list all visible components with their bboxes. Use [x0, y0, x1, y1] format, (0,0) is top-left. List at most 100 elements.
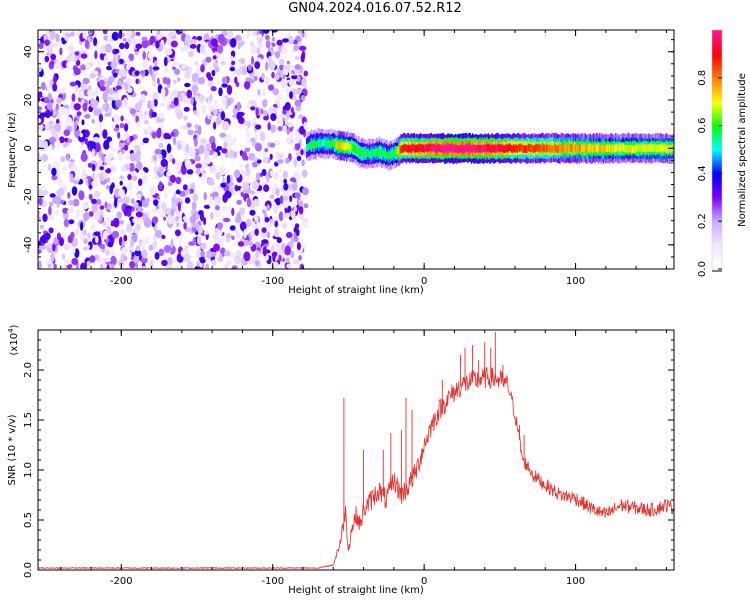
band-cell — [515, 144, 517, 153]
noise-speck — [82, 229, 87, 236]
band-cell — [508, 143, 510, 152]
band-cell — [486, 143, 488, 152]
band-cell — [355, 145, 358, 153]
band-cell — [512, 145, 514, 153]
noise-speck — [122, 37, 127, 42]
band-cell — [325, 140, 327, 148]
band-cell — [581, 143, 583, 152]
band-cell — [469, 143, 471, 152]
noise-speck — [106, 265, 110, 269]
noise-speck — [101, 153, 105, 163]
noise-speck — [258, 185, 262, 191]
noise-speck — [138, 178, 143, 186]
noise-speck — [200, 242, 207, 250]
noise-speck — [176, 110, 183, 120]
noise-speck — [255, 172, 261, 181]
band-cell — [531, 144, 533, 153]
noise-speck — [38, 124, 44, 130]
noise-speck — [54, 123, 62, 132]
noise-speck — [229, 225, 236, 231]
noise-speck — [124, 42, 130, 50]
colorbar-step — [712, 69, 722, 73]
noise-speck — [84, 114, 91, 119]
noise-speck — [158, 181, 163, 191]
band-cell — [314, 140, 316, 149]
noise-speck — [217, 222, 223, 230]
noise-speck — [219, 166, 227, 176]
noise-speck — [212, 151, 218, 159]
colorbar-step — [712, 55, 722, 59]
noise-speck — [71, 124, 75, 133]
colorbar-step — [712, 43, 722, 47]
noise-speck — [50, 252, 55, 262]
noise-speck — [199, 258, 206, 264]
noise-speck — [231, 207, 235, 216]
band-cell — [401, 144, 404, 153]
colorbar-step — [712, 209, 722, 212]
colorbar-step — [712, 167, 722, 171]
noise-speck — [71, 246, 76, 255]
noise-speck — [53, 75, 58, 84]
noise-speck — [156, 77, 160, 85]
noise-speck — [109, 165, 117, 173]
noise-speck — [206, 250, 213, 259]
noise-speck — [251, 180, 260, 191]
noise-speck — [237, 241, 245, 247]
noise-speck — [154, 60, 158, 67]
noise-speck — [80, 64, 87, 71]
noise-speck — [239, 221, 247, 232]
band-cell — [650, 143, 652, 152]
colorbar-step — [712, 199, 722, 202]
noise-speck — [203, 217, 207, 226]
band-cell — [618, 143, 620, 152]
noise-speck — [191, 201, 197, 211]
noise-speck — [259, 172, 264, 177]
noise-speck — [124, 123, 129, 132]
colorbar-step — [712, 133, 722, 137]
noise-speck — [294, 223, 300, 229]
colorbar-step — [712, 255, 722, 258]
noise-speck — [293, 206, 298, 212]
noise-speck — [224, 263, 229, 269]
noise-speck — [252, 198, 260, 208]
band-cell — [542, 143, 544, 152]
colorbar-step — [712, 169, 722, 173]
colorbar-step — [712, 203, 722, 206]
bot-y-tick-label: 2.0 — [23, 362, 34, 378]
noise-speck — [294, 88, 302, 95]
bot-x-tick-label: 0 — [421, 576, 427, 587]
noise-speck — [254, 228, 259, 236]
colorbar-step — [712, 137, 722, 141]
band-cell — [634, 145, 636, 153]
colorbar-step — [712, 219, 722, 222]
noise-speck — [46, 83, 52, 92]
band-cell — [594, 144, 596, 153]
colorbar-step — [712, 259, 722, 262]
noise-speck — [140, 113, 147, 120]
colorbar-step — [712, 61, 722, 65]
noise-speck — [298, 200, 304, 207]
colorbar-step — [712, 107, 722, 111]
noise-speck — [219, 132, 227, 138]
noise-speck — [300, 94, 306, 102]
band-cell — [614, 144, 617, 152]
colorbar-tick-label: 0.4 — [697, 165, 708, 181]
band-cell — [430, 143, 433, 152]
noise-speck — [274, 261, 279, 269]
noise-speck — [287, 205, 292, 213]
noise-speck — [245, 163, 250, 170]
colorbar-step — [712, 41, 722, 45]
noise-speck — [294, 136, 300, 144]
band-cell — [595, 144, 597, 152]
band-cell — [628, 144, 630, 153]
noise-speck — [39, 112, 47, 118]
noise-speck — [250, 106, 256, 111]
noise-speck — [150, 99, 155, 109]
noise-speck — [51, 167, 57, 176]
colorbar-step — [712, 251, 722, 254]
snr-axes: -200 -100 0 100 0.0 0.5 1.0 1.5 2.0 — [23, 330, 674, 587]
colorbar-step — [712, 223, 722, 226]
band-cell — [416, 144, 418, 153]
noise-speck — [265, 40, 271, 49]
band-cell — [412, 143, 414, 152]
